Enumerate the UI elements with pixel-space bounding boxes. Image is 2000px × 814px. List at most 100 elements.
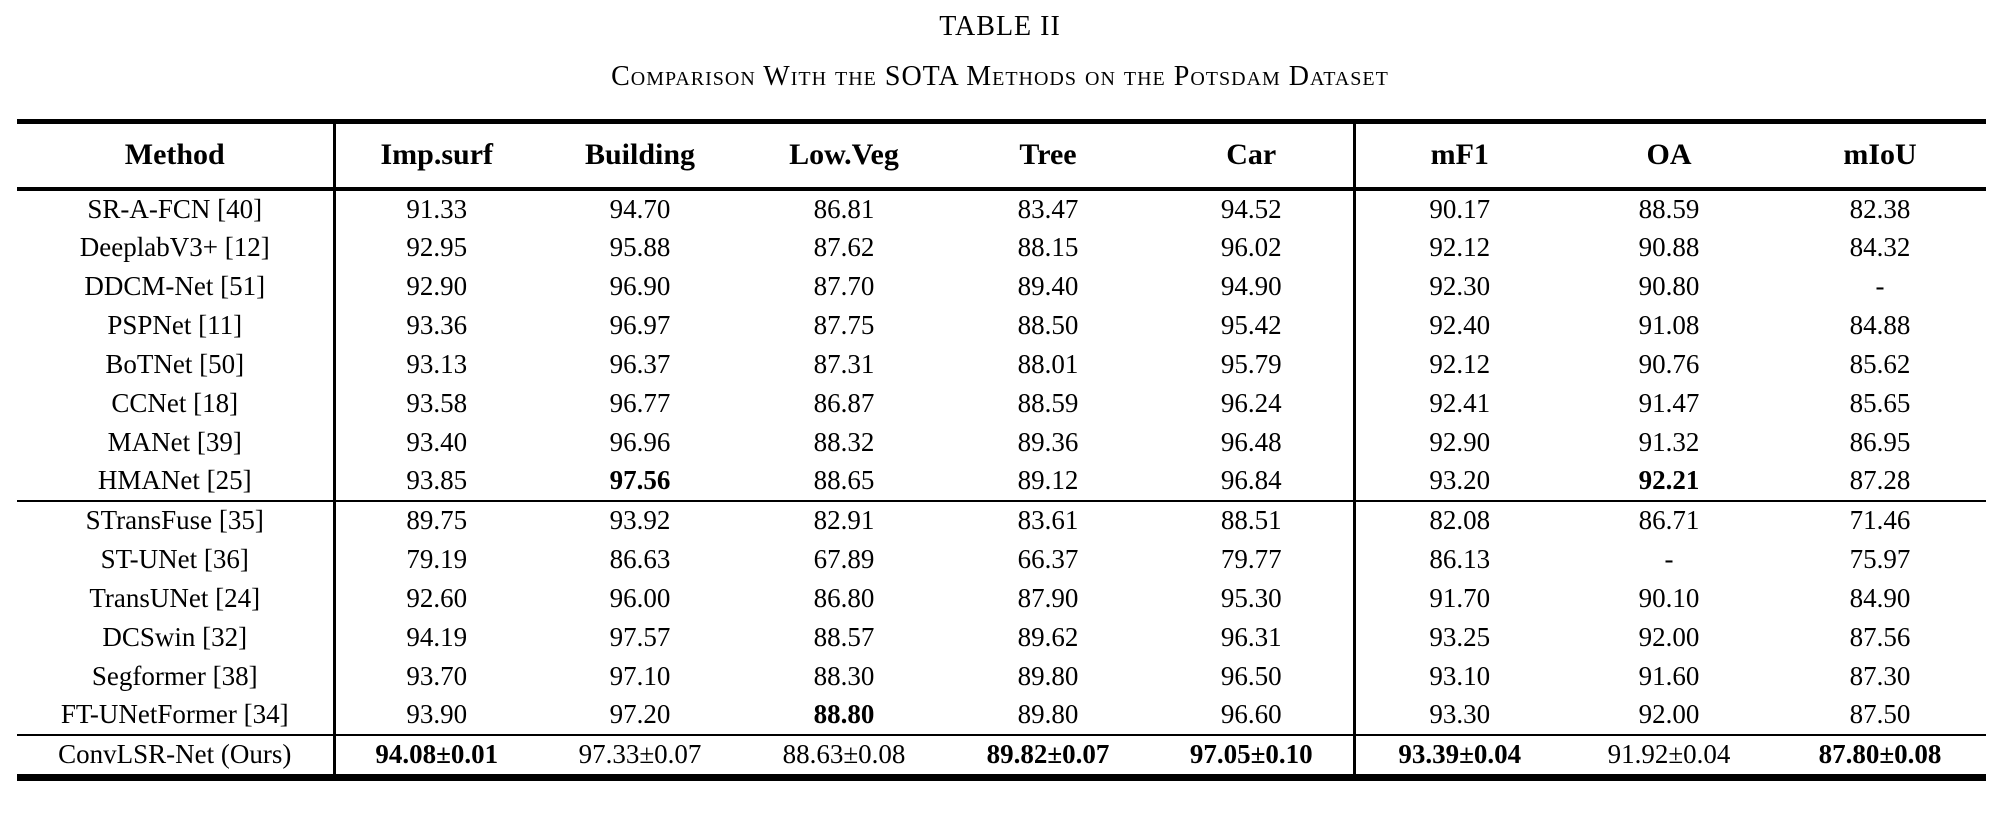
value-cell-oa: 88.59 [1638,193,1700,224]
table-row-dcswin-32: DCSwin [32] 94.19 97.57 88.57 89.62 96.31 93.2… [17,617,1986,657]
table-row-hmanet-25: HMANet [25] 93.85 97.56 88.65 89.12 96.84 93.2… [17,461,1986,501]
value-cell-low-veg: 87.62 [813,231,875,262]
value-cell-miou: - [1875,270,1885,301]
value-cell-tree: 89.12 [1017,465,1079,495]
method-cell: FT-UNetFormer [34] [17,695,336,735]
value-cell-tree: 89.80 [1017,699,1079,729]
method-cell: DDCM-Net [51] [17,266,336,306]
value-cell-mf1: 82.08 [1354,499,1564,540]
value-cell-imp-surf: 93.13 [406,348,468,379]
method-cell: STransFuse [35] [17,499,336,540]
value-cell-building: 97.20 [609,699,671,729]
value-cell-imp-surf: 93.40 [406,426,468,457]
value-cell-oa: 91.92±0.04 [1564,733,1774,778]
method-cell: PSPNet [11] [17,305,336,345]
value-cell-mf1: 92.41 [1429,387,1491,418]
value-cell-mf1: 93.25 [1429,621,1491,652]
value-cell-low-veg: 86.87 [813,387,875,418]
method-cell: DeeplabV3+ [12] [17,227,336,267]
value-cell-imp-surf: 94.08±0.01 [334,733,538,778]
value-cell-car: 96.50 [1150,656,1356,696]
method-cell: BoTNet [50] [17,344,336,384]
value-cell-building: 96.77 [609,387,671,418]
value-cell-mf1: 92.12 [1429,348,1491,379]
value-cell-car: 96.84 [1150,461,1356,501]
value-cell-building: 96.96 [609,426,671,457]
value-cell-car: 94.52 [1150,188,1356,228]
value-cell-low-veg: 87.31 [813,348,875,379]
value-cell-tree: 89.62 [1017,621,1079,652]
value-cell-mf1: 92.30 [1429,270,1491,301]
table-row-sr-a-fcn-40: SR-A-FCN [40] 91.33 94.70 86.81 83.47 94.52 90… [17,188,1986,228]
value-cell-miou: 71.46 [1774,499,1986,540]
value-cell-mf1: 90.17 [1429,193,1491,224]
method-cell: DCSwin [32] [17,617,336,657]
column-header-oa: OA [1564,121,1774,191]
value-cell-tree: 89.36 [1017,426,1079,457]
value-cell-miou: 84.88 [1849,309,1911,340]
table-row-ccnet-18: CCNet [18] 93.58 96.77 86.87 88.59 96.24 92.41… [17,383,1986,423]
value-cell-miou: 87.50 [1849,699,1911,729]
results-table: Method Imp.surf Building Low.Veg Tree Car mF1 O… [17,119,1986,781]
value-cell-building: 93.92 [538,499,742,540]
value-cell-building: 96.97 [609,309,671,340]
value-cell-imp-surf: 93.90 [406,699,468,729]
value-cell-car: 95.30 [1150,578,1356,618]
method-cell: HMANet [25] [17,461,336,501]
value-cell-imp-surf: 79.19 [406,543,468,574]
value-cell-mf1: 93.10 [1429,660,1491,691]
table-row-deeplabv3-12: DeeplabV3+ [12] 92.95 95.88 87.62 88.15 96.02… [17,227,1986,267]
value-cell-oa: - [1664,543,1674,574]
value-cell-miou: 85.62 [1849,348,1911,379]
value-cell-car: 95.42 [1150,305,1356,345]
method-cell: Segformer [38] [17,656,336,696]
value-cell-low-veg: 82.91 [742,499,946,540]
value-cell-miou: 86.95 [1849,426,1911,457]
table-row-stransfuse-35: STransFuse [35] 89.75 93.92 82.91 83.61 88.51… [17,499,1986,540]
value-cell-low-veg: 88.57 [813,621,875,652]
value-cell-tree: 83.47 [1017,193,1079,224]
value-cell-mf1: 86.13 [1429,543,1491,574]
value-cell-tree: 89.40 [1017,270,1079,301]
value-cell-imp-surf: 93.58 [406,387,468,418]
value-cell-low-veg: 86.80 [813,582,875,613]
value-cell-miou: 85.65 [1849,387,1911,418]
value-cell-low-veg: 87.75 [813,309,875,340]
value-cell-building: 97.10 [609,660,671,691]
value-cell-miou: 87.30 [1849,660,1911,691]
value-cell-oa: 90.10 [1638,582,1700,613]
value-cell-oa: 91.47 [1638,387,1700,418]
table-header-row: Method Imp.surf Building Low.Veg Tree Car mF1 O… [17,121,1986,191]
value-cell-building: 97.33±0.07 [538,733,742,778]
value-cell-tree: 88.15 [1017,231,1079,262]
value-cell-oa: 90.76 [1638,348,1700,379]
value-cell-mf1: 93.30 [1429,699,1491,729]
column-header-mf1: mF1 [1354,121,1564,191]
value-cell-low-veg: 88.63±0.08 [742,733,946,778]
value-cell-oa: 91.08 [1638,309,1700,340]
column-header-method: Method [17,121,336,191]
value-cell-building: 97.56 [609,465,671,495]
value-cell-car: 96.24 [1150,383,1356,423]
value-cell-imp-surf: 94.19 [406,621,468,652]
table-row-ft-unetformer-34: FT-UNetFormer [34] 93.90 97.20 88.80 89.80 96… [17,695,1986,735]
method-cell: ConvLSR-Net (Ours) [17,733,336,778]
value-cell-miou: 82.38 [1849,193,1911,224]
value-cell-car: 94.90 [1150,266,1356,306]
value-cell-mf1: 91.70 [1429,582,1491,613]
value-cell-tree: 88.50 [1017,309,1079,340]
value-cell-car: 96.60 [1150,695,1356,735]
table-number-label: TABLE II [939,11,1061,42]
value-cell-imp-surf: 92.90 [406,270,468,301]
value-cell-miou: 87.56 [1849,621,1911,652]
value-cell-car: 88.51 [1150,499,1356,540]
value-cell-tree: 66.37 [1017,543,1079,574]
value-cell-low-veg: 88.30 [813,660,875,691]
value-cell-oa: 86.71 [1564,499,1774,540]
column-header-miou: mIoU [1774,121,1986,191]
table-row-st-unet-36: ST-UNet [36] 79.19 86.63 67.89 66.37 79.77 86.… [17,539,1986,579]
table-caption: TABLE II Comparison With the SOTA Method… [0,0,2000,92]
value-cell-car: 96.02 [1150,227,1356,267]
column-header-tree: Tree [946,121,1150,191]
table-body: SR-A-FCN [40] 91.33 94.70 86.81 83.47 94.52 90… [17,188,1986,778]
